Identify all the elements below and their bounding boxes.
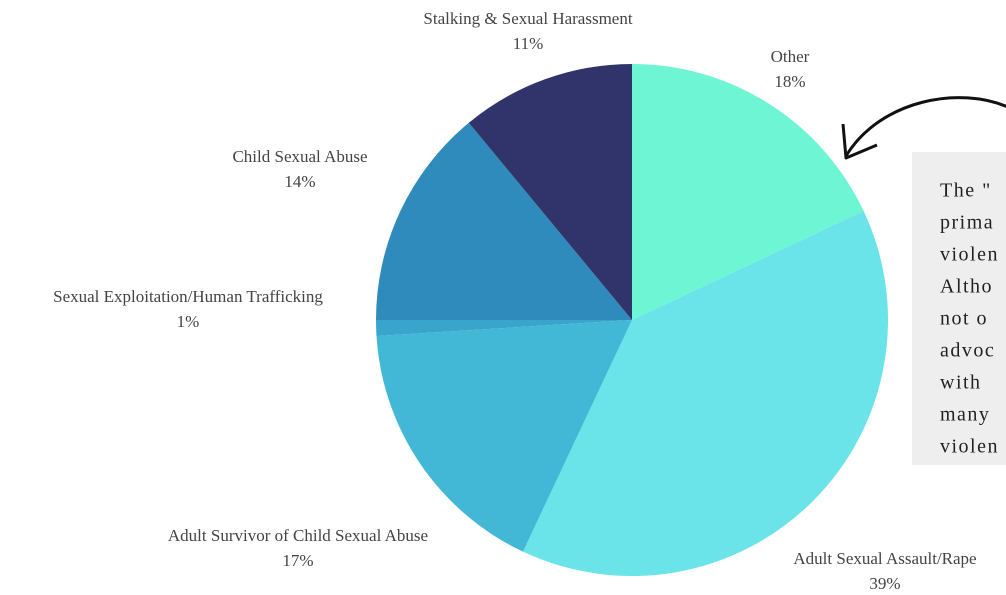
value-label: 18%: [774, 72, 805, 91]
annotation-line: violen: [940, 436, 999, 458]
slice-label: Adult Sexual Assault/Rape: [793, 549, 976, 568]
slice: [376, 122, 632, 320]
arrow-head: [841, 123, 878, 160]
annotation-line: prima: [940, 212, 994, 234]
annotation-line: The ": [940, 180, 992, 202]
labels: Other 18% Adult Sexual Assault/Rape 39% Adul…: [53, 9, 977, 593]
value-label: 11%: [513, 34, 544, 53]
value-label: 14%: [284, 172, 315, 191]
value-label: 17%: [282, 551, 313, 570]
slice: [468, 64, 632, 320]
annotation-line: with: [940, 372, 982, 394]
slice-label: Sexual Exploitation/Human Trafficking: [53, 287, 323, 306]
slice-label: Child Sexual Abuse: [232, 147, 367, 166]
slice: [376, 320, 632, 337]
slice: [632, 64, 864, 320]
annotation-line: advoc: [940, 340, 995, 362]
annotation-line: many: [940, 404, 990, 426]
slice-label: Stalking & Sexual Harassment: [423, 9, 632, 28]
annotation-line: Altho: [940, 276, 993, 298]
annotation-line: violen: [940, 244, 999, 266]
annotation-box: [912, 152, 1006, 465]
value-label: 39%: [869, 574, 900, 593]
slice-label: Other: [771, 47, 810, 66]
slice: [523, 211, 889, 577]
pie: [376, 64, 889, 577]
arrow: [844, 96, 1006, 157]
value-label: 1%: [177, 312, 200, 331]
slice-label: Adult Survivor of Child Sexual Abuse: [168, 526, 428, 545]
slice: [376, 320, 632, 552]
annotation-line: not o: [940, 308, 988, 330]
annotation: The " prima violen Altho not o advoc with many v…: [940, 180, 999, 458]
